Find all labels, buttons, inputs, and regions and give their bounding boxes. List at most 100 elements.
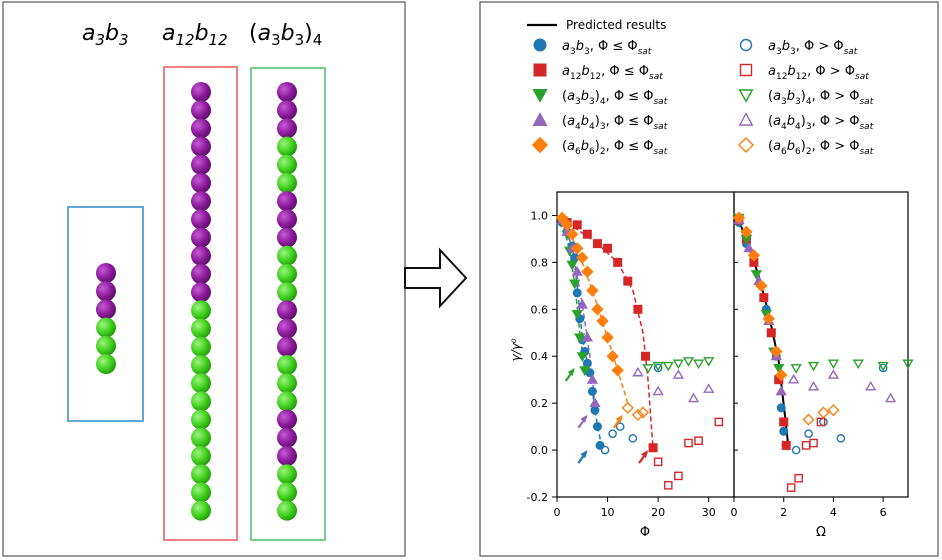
bead-purple	[191, 209, 211, 230]
data-point-triangle-down	[703, 357, 715, 367]
data-point-diamond	[606, 350, 619, 363]
bead-purple	[191, 173, 211, 193]
chain-label-a3b3-4: (a3b3)4	[249, 21, 322, 49]
data-point-square	[684, 438, 693, 448]
bead-chain-a12b12	[191, 82, 211, 521]
data-point-square	[572, 220, 582, 230]
data-point-diamond	[732, 211, 746, 225]
bead-green	[277, 482, 297, 503]
data-point-triangle-up	[775, 385, 787, 396]
bead-purple	[191, 136, 211, 157]
data-point-triangle-up	[788, 373, 800, 384]
y-tick-label: 0.8	[531, 256, 549, 269]
data-point-triangle-down	[807, 361, 820, 372]
data-point-square	[786, 483, 796, 492]
data-point-square	[714, 417, 724, 427]
data-point-triangle-down	[569, 279, 581, 290]
bead-purple	[96, 263, 116, 283]
data-point-triangle-down	[877, 361, 889, 372]
data-point-circle	[791, 445, 801, 455]
x-tick-label: 20	[651, 506, 665, 519]
bead-green	[191, 391, 211, 412]
data-point-diamond	[555, 211, 569, 225]
data-point-square	[809, 438, 818, 448]
data-point-triangle-up	[827, 369, 840, 379]
data-point-square	[603, 243, 613, 253]
data-point-diamond	[762, 312, 776, 325]
data-point-diamond	[636, 406, 650, 419]
data-point-diamond	[802, 413, 815, 426]
bead-green	[191, 318, 211, 339]
bead-purple	[191, 282, 211, 303]
data-point-diamond	[586, 284, 599, 297]
data-point-triangle-down	[532, 89, 548, 103]
data-point-triangle-up	[807, 380, 820, 391]
chain-box-a3b3-4	[250, 67, 326, 541]
data-point-circle	[600, 445, 610, 455]
bead-purple	[277, 118, 297, 139]
data-point-triangle-up	[884, 392, 897, 403]
bead-green	[96, 335, 116, 356]
data-point-square	[582, 229, 592, 239]
bead-green	[277, 154, 297, 175]
transition-arrow-head	[641, 450, 649, 459]
data-point-circle	[836, 434, 846, 443]
data-point-triangle-down	[662, 361, 674, 372]
legend-label-predicted: Predicted results	[566, 18, 666, 32]
legend-label: a12b12, Φ > Φsat	[768, 64, 869, 82]
data-point-diamond	[621, 401, 634, 414]
data-point-triangle-down	[692, 359, 705, 370]
bead-purple	[191, 191, 211, 212]
data-point-square	[633, 304, 643, 314]
bead-purple	[191, 245, 211, 266]
data-point-diamond	[747, 249, 761, 262]
bead-green	[277, 373, 297, 394]
bead-green	[277, 282, 297, 303]
data-point-triangle-up	[532, 112, 548, 126]
bead-purple	[191, 118, 211, 139]
legend-label: (a6b6)2, Φ ≤ Φsat	[562, 139, 668, 157]
legend-label: (a6b6)2, Φ > Φsat	[768, 139, 874, 157]
data-point-circle	[590, 405, 600, 415]
data-point-circle	[587, 386, 597, 396]
bead-green	[277, 136, 297, 157]
legend-label: (a4b4)3, Φ ≤ Φsat	[562, 114, 668, 132]
data-point-triangle-down	[642, 364, 654, 374]
bead-green	[277, 245, 297, 266]
chain-box-a12b12	[163, 66, 238, 541]
data-point-square	[623, 276, 633, 286]
bead-purple	[191, 264, 211, 284]
data-point-diamond	[611, 364, 624, 377]
legend-label: a12b12, Φ ≤ Φsat	[562, 64, 663, 82]
legend-label: a3b3, Φ ≤ Φsat	[562, 39, 652, 57]
data-point-square	[592, 239, 602, 249]
data-point-square	[759, 293, 769, 303]
data-point-square	[781, 440, 791, 450]
y-tick-label: -0.2	[527, 491, 548, 504]
data-point-triangle-down	[652, 361, 664, 372]
transition-arrow-head	[567, 367, 575, 376]
data-point-diamond	[827, 404, 840, 417]
data-point-diamond	[738, 137, 754, 153]
bead-purple	[96, 299, 116, 320]
data-point-circle	[572, 288, 582, 298]
bead-green	[277, 464, 297, 485]
bead-purple	[277, 446, 297, 466]
data-point-square	[779, 417, 789, 427]
data-point-square	[613, 257, 623, 267]
data-point-diamond	[601, 331, 614, 344]
y-tick-label: 0.4	[531, 350, 549, 363]
data-point-square	[653, 457, 663, 467]
data-point-triangle-down	[682, 357, 695, 367]
bead-green	[191, 409, 211, 430]
x-tick-label: 0	[554, 506, 561, 519]
bead-purple	[277, 100, 297, 121]
data-point-circle	[739, 38, 753, 52]
transition-arrow-head	[580, 414, 588, 423]
bead-purple	[277, 336, 297, 357]
data-point-diamond	[560, 218, 574, 232]
axes: -0.2 0.0 0.2 0.4 0.6 0.8 1.0 0 10 20 30 0 2 4 6	[527, 209, 887, 519]
data-point-circle	[592, 422, 602, 432]
data-point-circle	[776, 403, 786, 413]
